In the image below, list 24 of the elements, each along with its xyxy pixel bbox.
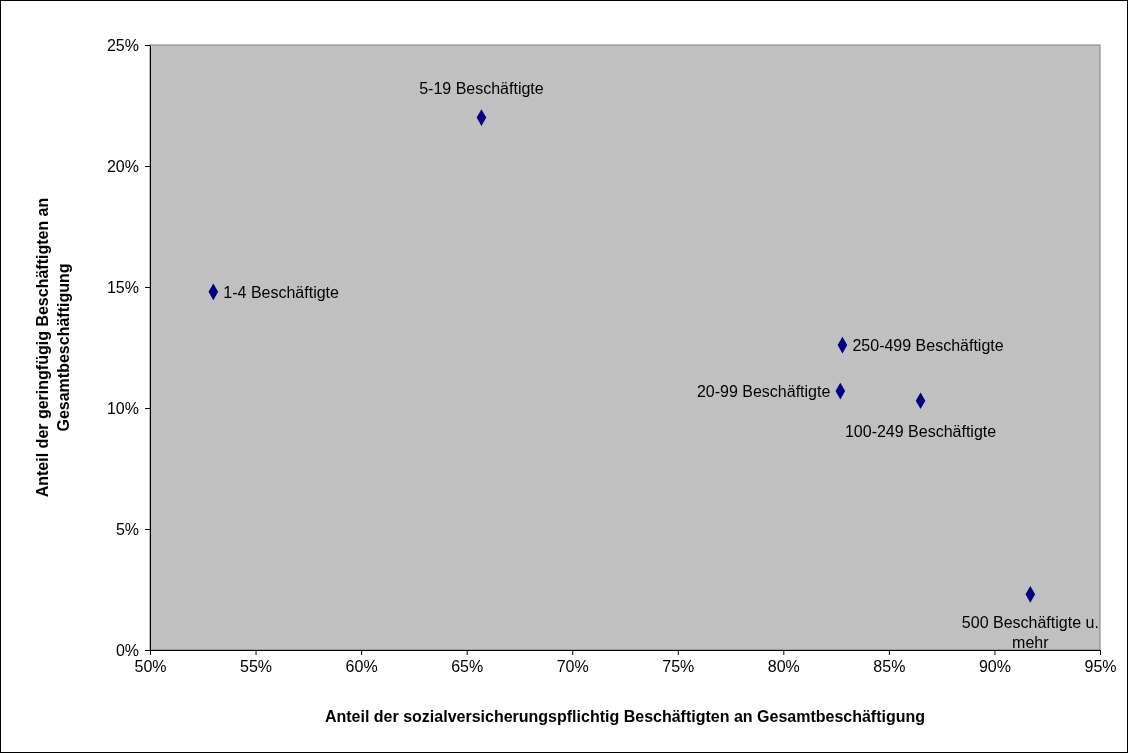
series-label: 5-19 Beschäftigte [419,79,544,97]
y-tick-label: 0% [115,641,139,659]
y-tick-label: 5% [115,520,139,538]
y-tick-label: 25% [106,36,139,54]
x-tick-label: 95% [1084,658,1117,676]
x-tick-label: 80% [767,658,800,676]
x-axis-title: Anteil der sozialversicherungspflichtig Beschäftigten an Gesamtbeschäftigung [324,708,926,725]
x-tick-label: 60% [345,658,378,676]
x-tick-label: 75% [662,658,695,676]
y-axis-title: Anteil der geringfügig Beschäftigten an Gesamtbeschäftigung [34,197,72,498]
x-tick-label: 90% [978,658,1011,676]
y-tick-label: 15% [106,278,139,296]
y-tick-label: 10% [106,399,139,417]
x-tick-label: 65% [451,658,484,676]
x-tick-label: 55% [240,658,273,676]
series-label: 20-99 Beschäftigte [696,383,831,401]
x-tick-label: 70% [556,658,589,676]
series-label: 100-249 Beschäftigte [844,422,997,440]
series-label: 500 Beschäftigte u. mehr [961,614,1099,652]
x-tick-label: 50% [134,658,167,676]
series-label: 250-499 Beschäftigte [852,337,1004,355]
y-tick-label: 20% [106,157,139,175]
series-label: 1-4 Beschäftigte [223,283,340,301]
x-tick-label: 85% [873,658,906,676]
